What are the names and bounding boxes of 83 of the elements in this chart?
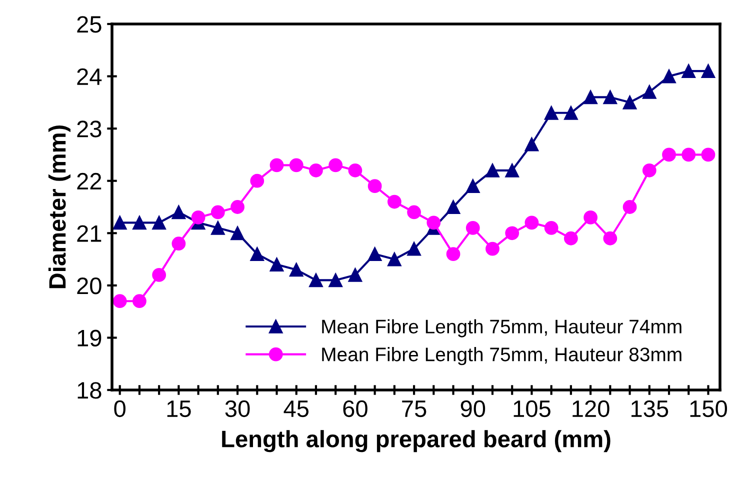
x-tick-label: 0 [114,400,126,418]
x-tick-label: 45 [284,400,309,418]
x-tick-label: 60 [343,400,368,418]
point [348,268,362,282]
point [230,200,244,214]
point [112,294,127,308]
x-tick-label: 105 [514,400,550,418]
point [662,148,676,162]
y-tick-label: 24 [77,68,102,85]
x-tick-label: 135 [632,400,668,418]
y-tick-label: 22 [77,172,102,190]
point [682,64,696,78]
point [426,216,441,230]
point [132,294,146,308]
point [172,236,186,251]
point [309,273,323,288]
point [662,69,676,84]
point [486,163,500,178]
point [270,258,284,272]
y-tick-label: 21 [77,225,102,242]
y-tick-label: 18 [78,382,102,399]
point [603,231,618,246]
point [289,158,304,172]
point [701,64,716,78]
x-tick-label: 120 [572,400,610,418]
point [309,163,323,178]
point [368,247,382,261]
point [466,179,480,194]
point [682,148,696,162]
point [544,106,558,120]
legend-label: Mean Fibre Length 75mm, Hauteur 74mm [322,319,682,338]
point [622,95,637,110]
point [368,179,382,194]
point [387,252,402,266]
y-axis-title: Diameter (mm) [48,126,70,288]
point [152,216,166,230]
y-tick-label: 25 [77,16,102,33]
point [387,194,402,209]
point [505,226,520,240]
point [524,216,539,230]
point [230,226,244,240]
x-tick-label: 75 [402,400,426,418]
point [505,163,520,178]
point [524,137,539,152]
point [603,90,618,104]
point [328,273,343,288]
y-tick-label: 23 [77,120,102,138]
point [642,85,656,99]
point [250,174,264,188]
point [701,148,716,162]
point [584,90,598,104]
point [486,242,500,256]
legend-label: Mean Fibre Length 75mm, Hauteur 83mm [322,347,682,366]
point [132,216,146,230]
point [210,205,225,220]
x-tick-label: 150 [690,400,728,418]
point [466,220,480,235]
point [270,158,284,172]
point [250,247,264,261]
point [642,163,656,178]
point [407,242,421,256]
point [112,216,127,230]
point [544,220,558,235]
x-tick-label: 30 [225,400,250,418]
point [446,200,460,214]
point [446,247,460,261]
point [622,200,637,214]
x-tick-label: 15 [167,400,191,418]
point [191,210,206,224]
point [407,205,421,220]
point [152,268,166,282]
y-tick-label: 19 [78,330,102,346]
point [348,163,362,178]
y-tick-label: 20 [77,277,102,294]
point [564,231,578,246]
point [289,262,304,277]
point [210,220,225,235]
point [564,106,578,120]
x-tick-label: 90 [460,400,486,418]
point [584,210,598,224]
point [328,158,343,172]
x-axis-title: Length along prepared beard (mm) [222,430,610,452]
point [172,205,186,220]
